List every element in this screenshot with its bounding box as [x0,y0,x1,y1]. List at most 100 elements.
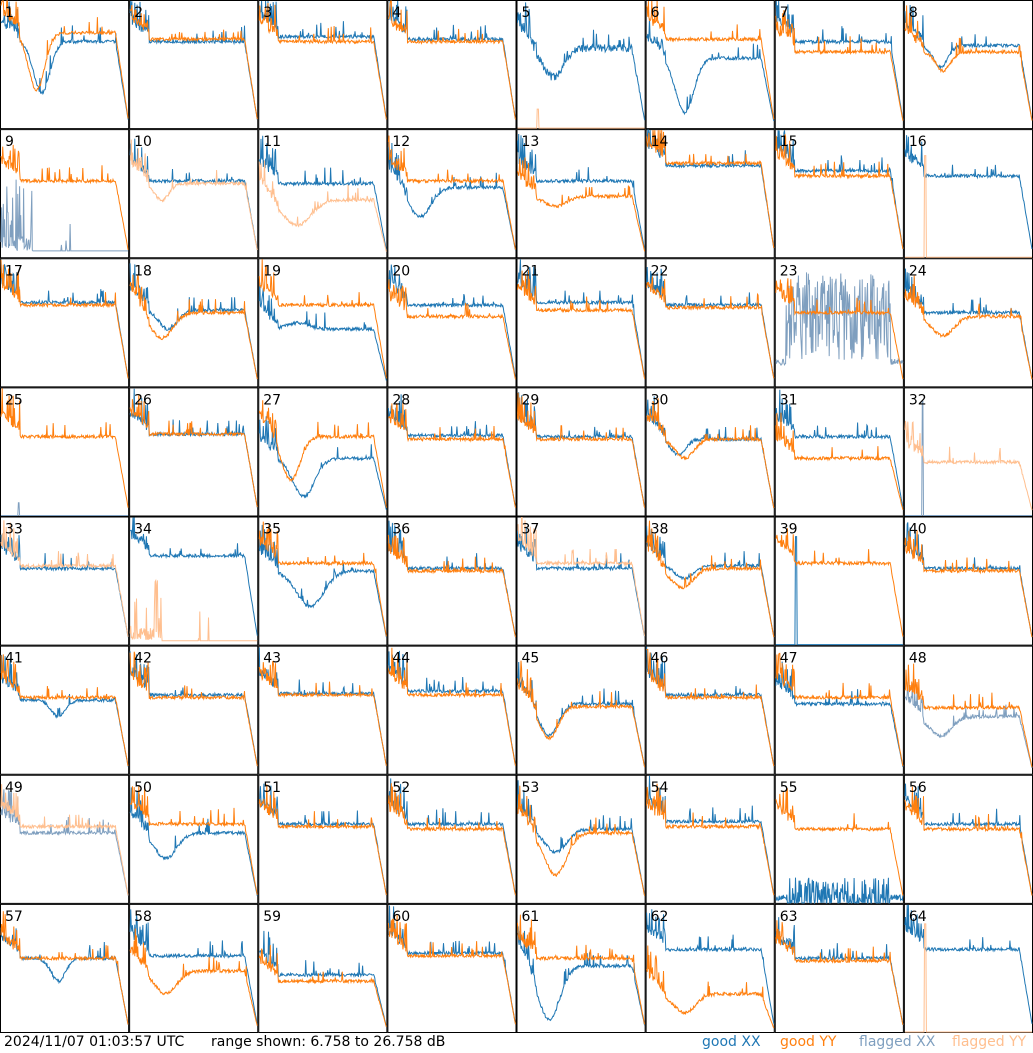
panel-46: 46 [645,645,775,775]
series-yy-48 [904,663,1033,768]
panel-number: 19 [263,263,281,279]
series-yy-49 [0,784,129,896]
panel-32: 32 [903,387,1033,517]
series-yy-21 [517,270,646,379]
panel-number: 21 [522,263,540,279]
panel-number: 57 [5,909,23,925]
series-yy-17 [0,259,129,379]
panel-number: 36 [392,522,410,538]
series-xx-39 [775,536,903,646]
panel-frame [645,774,775,904]
series-xx-62 [646,909,775,1024]
series-xx-21 [517,259,646,379]
series-yy-18 [129,274,258,380]
panel-number: 34 [134,522,152,538]
panel-41: 41 [0,645,130,775]
series-yy-26 [129,394,258,508]
series-xx-35 [258,524,387,638]
panel-7: 7 [774,0,904,130]
series-xx-43 [258,647,387,766]
series-yy-61 [517,914,646,1025]
panel-number: 7 [780,5,789,21]
panel-number: 50 [134,780,152,796]
panel-number: 45 [522,651,540,667]
panel-frame [645,129,775,259]
panel-number: 4 [392,5,401,21]
series-xx-54 [646,775,775,895]
series-xx-14 [646,129,775,249]
panel-number: 26 [134,392,152,408]
panel-35: 35 [258,516,388,646]
panel-43: 43 [258,645,388,775]
panel-frame [774,903,904,1033]
panel-57: 57 [0,903,130,1033]
panel-number: 25 [5,392,23,408]
panel-number: 2 [134,5,143,21]
series-yy-33 [0,520,129,637]
panel-number: 31 [780,392,798,408]
series-xx-38 [646,525,775,637]
panel-number: 1 [5,5,14,21]
panel-frame [387,516,517,646]
panel-44: 44 [387,645,517,775]
panel-frame [903,645,1033,775]
series-xx-41 [0,654,129,767]
series-xx-18 [129,263,258,379]
panel-31: 31 [774,387,904,517]
series-xx-46 [646,646,775,766]
series-yy-35 [258,521,387,637]
series-xx-23 [775,272,904,367]
series-yy-52 [387,783,516,896]
panel-frame [129,387,259,517]
panel-frame [0,516,130,646]
panel-number: 20 [392,263,410,279]
panel-28: 28 [387,387,517,517]
series-xx-8 [904,4,1033,120]
panel-number: 32 [909,392,927,408]
panel-11: 11 [258,129,388,259]
series-yy-13 [517,157,646,252]
series-yy-6 [646,0,775,120]
panel-10: 10 [129,129,259,259]
series-yy-43 [258,660,387,766]
panel-number: 12 [392,134,410,150]
series-yy-20 [387,279,516,380]
series-yy-16 [904,155,1032,258]
panel-21: 21 [516,258,646,388]
panel-number: 55 [780,780,798,796]
series-yy-22 [646,276,775,379]
series-yy-64 [904,923,1032,1033]
panel-number: 42 [134,651,152,667]
panel-34: 34 [129,516,259,646]
panel-61: 61 [516,903,646,1033]
series-yy-7 [775,10,904,121]
series-xx-12 [387,142,516,251]
panel-number: 63 [780,909,798,925]
panel-frame [387,903,517,1033]
panel-frame [258,645,388,775]
series-xx-5 [517,2,646,121]
series-yy-10 [130,139,258,251]
panel-number: 28 [392,392,410,408]
series-yy-53 [517,785,646,896]
panel-number: 35 [263,522,281,538]
panel-frame [516,774,646,904]
panel-64: 64 [903,903,1033,1033]
series-yy-31 [775,412,904,510]
panel-39: 39 [774,516,904,646]
panel-frame [0,774,130,904]
panel-4: 4 [387,0,517,130]
series-yy-30 [646,398,775,509]
series-xx-37 [517,526,646,638]
series-yy-29 [517,392,646,508]
panel-number: 9 [5,134,14,150]
panel-53: 53 [516,774,646,904]
series-yy-50 [129,785,258,895]
panel-number: 17 [5,263,23,279]
series-xx-58 [129,909,258,1025]
panel-25: 25 [0,387,130,517]
series-yy-15 [775,134,904,250]
panel-frame [129,129,259,259]
panel-frame [645,387,775,517]
panel-number: 6 [651,5,660,21]
